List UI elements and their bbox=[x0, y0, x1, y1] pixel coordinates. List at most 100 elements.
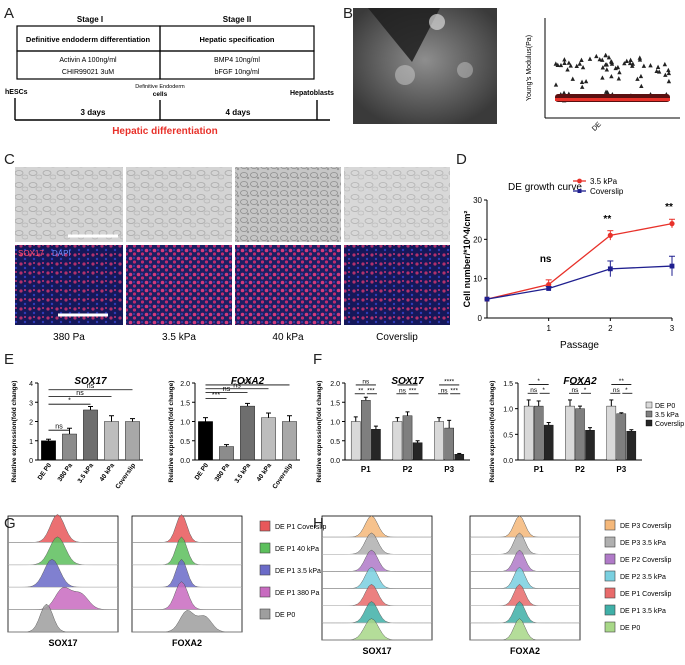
e-y-tick-label: 2.0 bbox=[180, 381, 190, 388]
fluor-3-5kpa bbox=[126, 245, 232, 325]
start-label: hESCs bbox=[5, 89, 28, 96]
b-data-point bbox=[562, 60, 567, 66]
d-series-line bbox=[486, 265, 673, 300]
f-ylabel: Relative expression(fold change) bbox=[316, 381, 323, 483]
panel-b: Young's Modulus(Pa) DE bbox=[353, 8, 680, 133]
b-data-point bbox=[630, 63, 635, 68]
panel-f-legend: DE P0 3.5 kPa Coverslip bbox=[645, 401, 684, 428]
b-data-point bbox=[639, 83, 644, 89]
f-bar bbox=[626, 431, 637, 461]
f-y-tick-label: 0.0 bbox=[503, 458, 513, 465]
hepatic-differentiation-title: Hepatic differentiation bbox=[112, 126, 218, 137]
d-title: DE growth curve bbox=[508, 182, 582, 193]
panel-f-foxa2-chart: FOXA2 0.0 0.5 1.0 1.5 Relative expression(fol… bbox=[489, 376, 642, 482]
f-sig-label: ** bbox=[405, 378, 411, 385]
b-data-point bbox=[630, 61, 636, 66]
bright-40kpa bbox=[235, 167, 341, 242]
b-data-point bbox=[587, 56, 593, 61]
d-x-tick-label: 1 bbox=[546, 324, 551, 333]
e-x-tick-label: DE P0 bbox=[37, 462, 54, 482]
d-y-tick-label: 10 bbox=[473, 275, 482, 284]
f-legend-label: DE P0 bbox=[655, 403, 675, 410]
flow-legend-label: DE P3 Coverslip bbox=[620, 523, 671, 530]
f-legend-swatch bbox=[645, 419, 653, 427]
f-bar bbox=[361, 400, 371, 461]
b-data-point bbox=[641, 63, 647, 68]
f-sig-label: *** bbox=[367, 387, 375, 394]
f-sig-label: ns bbox=[572, 387, 580, 394]
stage-1-factor-1: Activin A 100ng/ml bbox=[59, 57, 117, 64]
e-y-tick-label: 0.0 bbox=[180, 458, 190, 465]
bright-380pa bbox=[15, 167, 123, 242]
b-data-point bbox=[648, 63, 653, 68]
flow-legend-swatch bbox=[259, 520, 271, 532]
e-sig-label: ns bbox=[233, 382, 241, 389]
d-point-square bbox=[607, 266, 613, 272]
b-data-point bbox=[603, 89, 609, 94]
e-y-tick-label: 3 bbox=[29, 400, 33, 407]
stage-2-factor-2: bFGF 10ng/ml bbox=[215, 69, 260, 76]
panel-g-flow: SOX17 FOXA2 DE P1 Coverslip DE P1 40 kPa DE … bbox=[7, 514, 326, 648]
b-data-point bbox=[568, 63, 573, 68]
f-sig-label: * bbox=[537, 378, 540, 385]
flow-histogram bbox=[132, 610, 242, 633]
flow-legend-swatch bbox=[604, 519, 616, 531]
b-data-point bbox=[666, 67, 671, 73]
c-label-40kpa: 40 kPa bbox=[272, 332, 304, 343]
b-data-point bbox=[609, 73, 614, 79]
d-point-circle bbox=[546, 281, 552, 288]
e-title: FOXA2 bbox=[231, 376, 265, 387]
flow-xlabel: FOXA2 bbox=[172, 638, 202, 648]
f-bar bbox=[350, 421, 361, 461]
flow-legend-swatch bbox=[259, 564, 271, 576]
b-data-point bbox=[662, 61, 668, 67]
b-data-point bbox=[579, 79, 585, 84]
f-y-tick-label: 1.5 bbox=[330, 400, 340, 407]
f-x-tick-label: P1 bbox=[361, 465, 371, 474]
f-bar bbox=[575, 408, 585, 461]
e-x-tick-label: 40 kPa bbox=[99, 462, 117, 483]
f-sig-label: ** bbox=[358, 387, 364, 394]
f-legend-label: Coverslip bbox=[655, 421, 684, 428]
e-sig-label: ns bbox=[223, 386, 231, 393]
f-legend-label: 3.5 kPa bbox=[655, 412, 679, 419]
b-data-point bbox=[579, 57, 584, 62]
b-data-point bbox=[654, 68, 659, 74]
b-data-point bbox=[617, 69, 622, 75]
b-data-point bbox=[558, 62, 564, 68]
f-ylabel: Relative expression(fold change) bbox=[489, 381, 496, 483]
f-bar bbox=[402, 415, 413, 461]
f-bar bbox=[523, 405, 534, 461]
b-data-point bbox=[655, 64, 661, 69]
b-data-point bbox=[566, 60, 572, 65]
d-legend-marker bbox=[577, 178, 582, 184]
b-data-point bbox=[594, 53, 599, 59]
b-data-point bbox=[624, 58, 629, 63]
e-y-tick-label: 0.5 bbox=[180, 439, 190, 446]
b-data-point bbox=[604, 67, 610, 72]
panel-label-c: C bbox=[4, 151, 15, 168]
stage-1-factor-2: CHIR99021 3uM bbox=[62, 69, 114, 76]
e-x-tick-label: 3.5 kPa bbox=[77, 462, 96, 485]
flow-legend-label: DE P1 Coverslip bbox=[275, 524, 326, 531]
e-y-tick-label: 0 bbox=[29, 458, 33, 465]
fluor-coverslip bbox=[344, 245, 450, 325]
f-sig-label: * bbox=[584, 387, 587, 394]
e-sig-label: ns bbox=[87, 383, 95, 390]
panel-c: SOX17 DAPI 380 Pa 3.5 kPa 40 kPa Coversl… bbox=[15, 167, 450, 343]
b-data-point bbox=[666, 70, 672, 76]
panel-label-e: E bbox=[4, 351, 14, 368]
d-y-tick-label: 0 bbox=[478, 314, 483, 323]
b-data-point bbox=[562, 57, 567, 62]
b-mean-line bbox=[555, 98, 670, 101]
f-sig-label: *** bbox=[450, 387, 458, 394]
panel-f-sox17-chart: SOX17 0.0 0.5 1.0 1.5 2.0 Relative expression(… bbox=[316, 376, 470, 482]
b-data-point bbox=[613, 65, 618, 71]
stage-1-title: Definitive endoderm differentiation bbox=[26, 35, 151, 44]
b-scatter bbox=[553, 52, 672, 103]
e-x-tick-label: 380 Pa bbox=[214, 462, 232, 483]
e-x-tick-label: 40 kPa bbox=[256, 462, 274, 483]
e-y-tick-label: 1.0 bbox=[180, 420, 190, 427]
stain-dapi: DAPI bbox=[52, 249, 71, 258]
